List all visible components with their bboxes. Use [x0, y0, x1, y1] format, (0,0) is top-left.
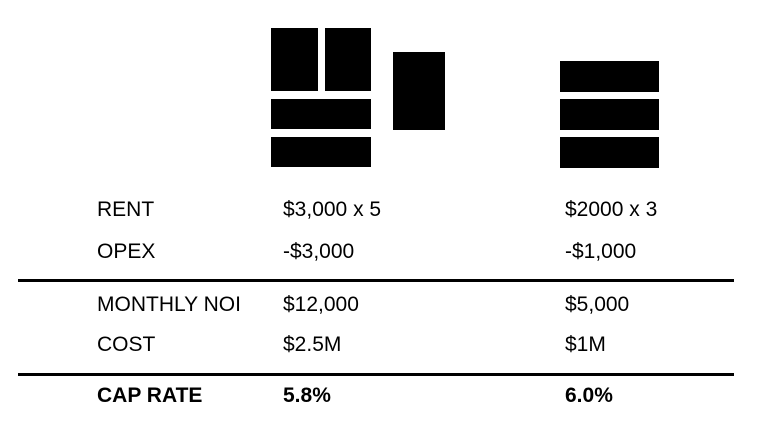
building-block-icon: [271, 137, 371, 167]
building-block-icon: [560, 61, 659, 92]
building-block-icon: [560, 99, 659, 130]
building-block-icon: [325, 28, 371, 91]
property-b-value: 6.0%: [565, 384, 613, 407]
row-label: COST: [97, 333, 156, 356]
property-b-value: $2000 x 3: [565, 198, 658, 221]
building-block-icon: [271, 28, 318, 91]
table-row-cap-rate: CAP RATE 5.8% 6.0%: [0, 383, 768, 409]
table-row-opex: OPEX -$3,000 -$1,000: [0, 239, 768, 265]
divider-line: [18, 279, 734, 282]
property-a-value: $2.5M: [283, 333, 342, 356]
property-b-value: -$1,000: [565, 240, 637, 263]
table-row-cost: COST $2.5M $1M: [0, 332, 768, 358]
property-b-value: $5,000: [565, 293, 630, 316]
row-label: OPEX: [97, 240, 156, 263]
building-block-icon: [560, 137, 659, 168]
table-row-rent: RENT $3,000 x 5 $2000 x 3: [0, 197, 768, 223]
building-block-icon: [393, 52, 445, 130]
divider-line: [18, 373, 734, 376]
property-a-value: -$3,000: [283, 240, 355, 263]
row-label: CAP RATE: [97, 384, 203, 407]
property-a-value: $3,000 x 5: [283, 198, 382, 221]
table-row-monthly-noi: MONTHLY NOI $12,000 $5,000: [0, 292, 768, 318]
building-block-icon: [271, 99, 371, 129]
property-a-value: $12,000: [283, 293, 359, 316]
property-a-value: 5.8%: [283, 384, 331, 407]
row-label: MONTHLY NOI: [97, 293, 241, 316]
row-label: RENT: [97, 198, 155, 221]
property-b-value: $1M: [565, 333, 606, 356]
